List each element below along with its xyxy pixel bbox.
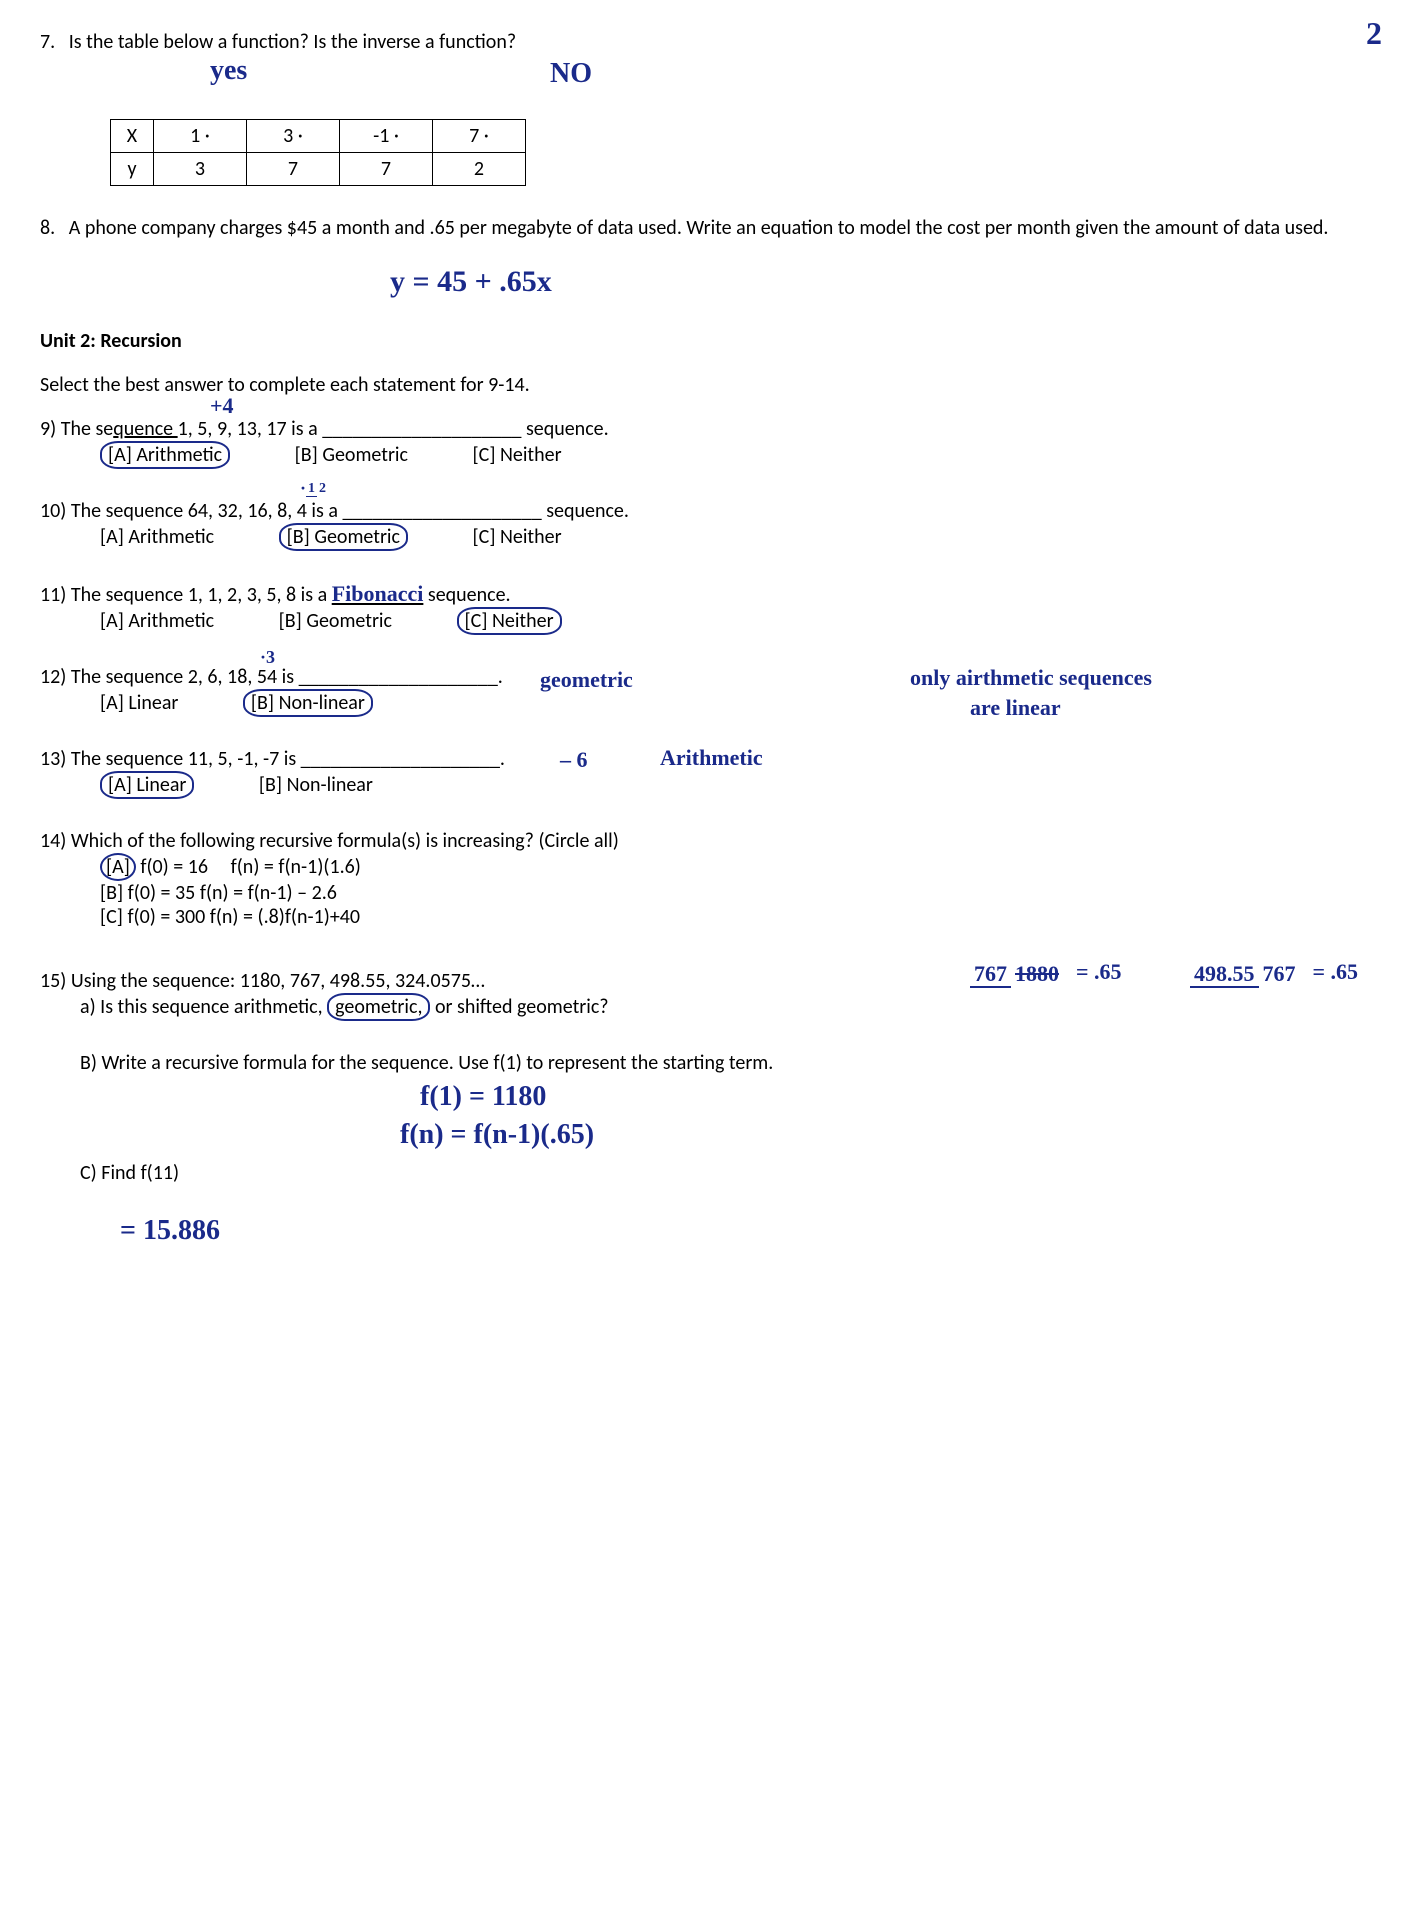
eq: = .65 <box>1313 959 1359 984</box>
q11-optC-circled: [C] Neither <box>457 607 562 635</box>
q12-hw-side2: are linear <box>970 695 1061 721</box>
q15-text: 15) Using the sequence: 1180, 767, 498.5… <box>40 969 1382 993</box>
q14-rowA-b: f(0) = 16 <box>140 855 208 879</box>
q10-optB-circled: [B] Geometric <box>279 523 408 551</box>
select-instruction: Select the best answer to complete each … <box>40 373 1382 397</box>
q9-text-c: 1, 5, 9, 13, 17 is a ___________________… <box>178 417 609 441</box>
q11-text-a: 11) The sequence 1, 1, 2, 3, 5, 8 is a <box>40 583 332 607</box>
q11-text-b: sequence. <box>423 583 510 607</box>
q15-hw-f1: f(1) = 1180 <box>420 1081 1382 1113</box>
q15-hw-frac2: 498.55767 = .65 <box>1190 959 1358 987</box>
cell: 3 <box>154 153 247 186</box>
q12-hw-geometric: geometric <box>540 667 633 693</box>
q14-rowA-c: f(n) = f(n-1)(1.6) <box>231 855 361 879</box>
den-strike: 1880 <box>1011 961 1063 986</box>
num: 767 <box>970 961 1011 988</box>
q9-optA-circled: [A] Arithmetic <box>100 441 230 469</box>
num: 498.55 <box>1190 961 1259 988</box>
q9-optC: [C] Neither <box>473 443 562 467</box>
question-7: 7. Is the table below a function? Is the… <box>40 30 1382 186</box>
q14-rowB: [B] f(0) = 35 f(n) = f(n-1) – 2.6 <box>100 881 1382 905</box>
q7-hw-no: NO <box>550 58 592 90</box>
q15-a-pre: a) Is this sequence arithmetic, <box>80 995 327 1019</box>
q12-optB-circled: [B] Non-linear <box>243 689 373 717</box>
question-14: 14) Which of the following recursive for… <box>40 829 1382 929</box>
q13-hw-minus6: – 6 <box>560 747 588 773</box>
cell: 7 <box>247 153 340 186</box>
q10-text: 10) The sequence 64, 32, 16, 8, 4 is a _… <box>40 499 629 523</box>
q15-a-post: or shifted geometric? <box>430 995 608 1019</box>
q14-text: 14) Which of the following recursive for… <box>40 829 1382 853</box>
q9-hw-note: +4 <box>210 393 234 419</box>
q13-text: 13) The sequence 11, 5, -1, -7 is ______… <box>40 747 505 771</box>
q15-b-text: B) Write a recursive formula for the seq… <box>80 1051 1382 1075</box>
eq: = .65 <box>1076 959 1122 984</box>
q11-optA: [A] Arithmetic <box>100 609 214 633</box>
q10-optA: [A] Arithmetic <box>100 525 214 549</box>
q9-text-a: 9) The se <box>40 417 113 441</box>
q7-table: X 1 · 3 · -1 · 7 · y 3 7 7 2 <box>110 119 526 186</box>
den: 767 <box>1259 961 1300 986</box>
q7-number: 7. <box>40 30 55 54</box>
q7-hw-yes: yes <box>210 55 247 87</box>
cell-y: y <box>111 153 154 186</box>
q9-text-b: quence <box>113 417 177 441</box>
question-10: ·12 10) The sequence 64, 32, 16, 8, 4 is… <box>40 499 1382 551</box>
question-13: 13) The sequence 11, 5, -1, -7 is ______… <box>40 747 1382 799</box>
q14-optA-circled: [A] <box>100 853 136 881</box>
q10-optC: [C] Neither <box>473 525 562 549</box>
cell: -1 · <box>340 120 433 153</box>
cell: 3 · <box>247 120 340 153</box>
q15-hw-frac1: 7671880 = .65 <box>970 959 1122 987</box>
unit-header: Unit 2: Recursion <box>40 329 1382 353</box>
q12-optA: [A] Linear <box>100 691 178 715</box>
cell-x: X <box>111 120 154 153</box>
q13-optA-circled: [A] Linear <box>100 771 194 799</box>
q11-hw-fill: Fibonacci <box>332 581 424 606</box>
q7-text: Is the table below a function? Is the in… <box>69 30 516 54</box>
q12-text: 12) The sequence 2, 6, 18, 54 is _______… <box>40 665 503 689</box>
cell: 7 · <box>433 120 526 153</box>
q10-hw-frac: ·12 <box>300 477 328 500</box>
q15-hw-c-answer: = 15.886 <box>120 1215 1382 1247</box>
q13-hw-arith: Arithmetic <box>660 745 763 771</box>
q8-text: A phone company charges $45 a month and … <box>69 216 1329 240</box>
q8-number: 8. <box>40 216 55 240</box>
q15-hw-fn: f(n) = f(n-1)(.65) <box>400 1119 1382 1151</box>
cell: 2 <box>433 153 526 186</box>
question-8: 8. A phone company charges $45 a month a… <box>40 216 1382 299</box>
question-15: 15) Using the sequence: 1180, 767, 498.5… <box>40 969 1382 1247</box>
q9-optB: [B] Geometric <box>295 443 408 467</box>
q13-optB: [B] Non-linear <box>259 773 373 797</box>
question-11: 11) The sequence 1, 1, 2, 3, 5, 8 is a F… <box>40 581 1382 635</box>
question-9: +4 9) The sequence 1, 5, 9, 13, 17 is a … <box>40 417 1382 469</box>
q12-hw-note: ·3 <box>260 647 275 668</box>
q8-hw-equation: y = 45 + .65x <box>390 265 1382 299</box>
q12-hw-side1: only airthmetic sequences <box>910 665 1152 691</box>
q11-optB: [B] Geometric <box>279 609 392 633</box>
q15-a-geometric-circled: geometric, <box>327 993 430 1021</box>
q15-c-text: C) Find f(11) <box>80 1161 1382 1185</box>
q14-rowC: [C] f(0) = 300 f(n) = (.8)f(n-1)+40 <box>100 905 1382 929</box>
cell: 1 · <box>154 120 247 153</box>
cell: 7 <box>340 153 433 186</box>
question-12: ·3 12) The sequence 2, 6, 18, 54 is ____… <box>40 665 1382 717</box>
